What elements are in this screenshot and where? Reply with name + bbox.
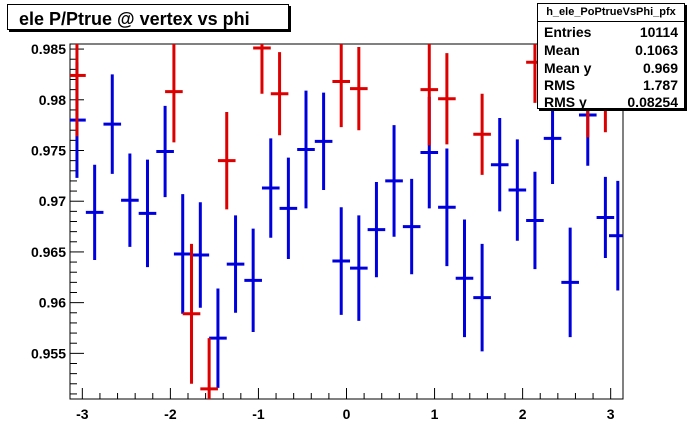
data-point <box>438 53 456 145</box>
data-point <box>297 90 315 209</box>
y-tick-label: 0.96 <box>39 295 66 311</box>
x-tick-label: -2 <box>164 406 177 422</box>
stats-row-mean-y: Mean y 0.969 <box>544 59 678 77</box>
data-point <box>473 93 491 175</box>
x-tick-label: -3 <box>76 406 89 422</box>
data-point <box>508 139 527 241</box>
data-point <box>332 207 351 315</box>
data-point <box>350 47 368 131</box>
data-point <box>103 74 122 174</box>
x-tick-label: 0 <box>343 406 351 422</box>
stats-row-entries: Entries 10114 <box>544 23 678 41</box>
data-point <box>402 178 421 275</box>
data-point <box>209 288 227 388</box>
data-point <box>385 125 403 237</box>
chart-title: ele P/Ptrue @ vertex vs phi <box>19 9 250 29</box>
stats-key: Mean <box>544 42 580 58</box>
y-tick-label: 0.965 <box>31 244 66 260</box>
stats-key: RMS y <box>544 94 587 110</box>
data-point <box>367 181 386 278</box>
data-point <box>270 52 289 136</box>
plot-axes: -3 -2 -1 0 1 2 3 0.955 0.96 0.965 0.97 0.975 0.98 0.9… <box>31 41 624 422</box>
x-tick-label: 2 <box>519 406 527 422</box>
data-point <box>253 44 271 94</box>
data-point <box>173 194 192 314</box>
y-tick-label: 0.97 <box>39 193 66 209</box>
data-point <box>217 111 236 210</box>
stats-key: RMS <box>544 77 576 93</box>
data-point <box>226 215 245 313</box>
stats-key: Entries <box>544 24 592 40</box>
stats-value: 10114 <box>639 24 678 40</box>
y-tick-label: 0.955 <box>31 345 66 361</box>
data-point <box>314 92 333 191</box>
data-point <box>350 215 368 321</box>
stats-box: h_ele_PoPtrueVsPhi_pfx Entries 10114 Mea… <box>537 3 685 111</box>
data-point <box>85 164 104 261</box>
x-tick-label: 1 <box>431 406 439 422</box>
data-point <box>420 44 439 146</box>
stats-key: Mean y <box>544 60 592 76</box>
data-point <box>138 159 157 268</box>
x-tick-label: -1 <box>252 406 265 422</box>
data-point <box>332 44 351 128</box>
stats-row-rms: RMS 1.787 <box>544 76 678 94</box>
data-point <box>608 180 623 291</box>
data-point <box>191 202 210 308</box>
stats-value: 1.787 <box>642 77 678 93</box>
stats-value: 0.08254 <box>627 94 678 110</box>
data-point <box>596 176 615 259</box>
data-point <box>244 228 262 333</box>
data-point <box>526 171 544 270</box>
data-point <box>473 243 491 352</box>
data-point <box>156 105 174 198</box>
data-point <box>121 153 139 247</box>
data-point <box>182 243 201 384</box>
data-point <box>200 338 218 399</box>
title-box: ele P/Ptrue @ vertex vs phi <box>7 4 289 30</box>
data-point <box>455 219 474 338</box>
data-point <box>561 227 579 338</box>
y-tick-label: 0.985 <box>31 41 66 57</box>
data-point <box>70 44 86 137</box>
stats-row-rms-y: RMS y 0.08254 <box>544 93 678 111</box>
stats-name: h_ele_PoPtrueVsPhi_pfx <box>538 4 684 22</box>
data-point <box>490 118 509 212</box>
y-tick-label: 0.98 <box>39 92 66 108</box>
data-point <box>279 157 298 260</box>
data-point <box>438 148 456 267</box>
stats-value: 0.1063 <box>635 42 678 58</box>
y-tick-label: 0.975 <box>31 143 66 159</box>
data-point <box>261 138 280 238</box>
stats-row-mean: Mean 0.1063 <box>544 41 678 59</box>
x-tick-label: 3 <box>607 406 615 422</box>
stats-value: 0.969 <box>642 60 678 76</box>
data-point <box>165 44 183 143</box>
